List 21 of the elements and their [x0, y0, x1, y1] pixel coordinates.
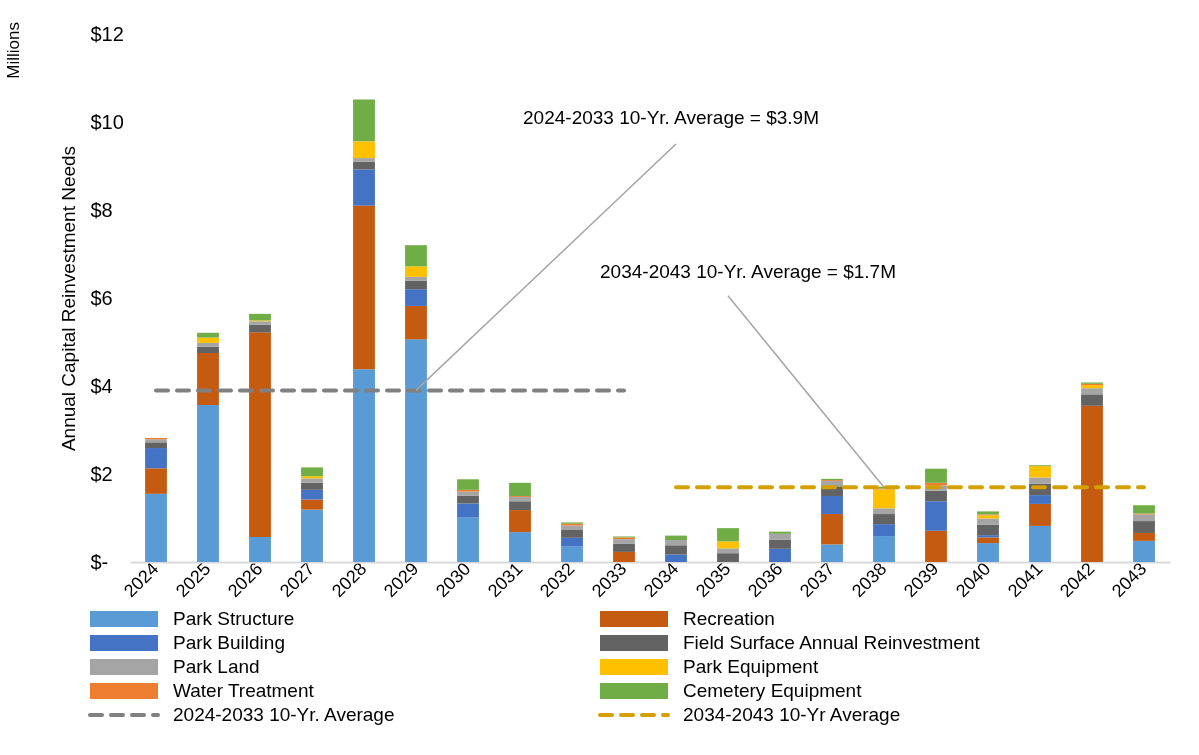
- y-tick-label: $4: [90, 374, 113, 397]
- y-axis-title: Annual Capital Reinvestment Needs: [57, 145, 79, 452]
- annotation: 2024-2033 10-Yr. Average = $3.9M: [523, 106, 819, 128]
- legend-label: Park Building: [173, 632, 285, 653]
- legend-label: 2034-2043 10-Yr Average: [683, 704, 901, 725]
- legend-label: Park Structure: [173, 608, 295, 629]
- legend-label: 2024-2033 10-Yr. Average: [173, 704, 395, 725]
- legend-label: Recreation: [683, 608, 775, 629]
- y-tick-label: $-: [90, 550, 109, 573]
- legend-label: Cemetery Equipment: [683, 680, 863, 701]
- y-tick-label: $10: [90, 110, 124, 133]
- annotation: 2034-2043 10-Yr. Average = $1.7M: [600, 260, 896, 282]
- legend-label: Park Land: [173, 656, 260, 677]
- legend-label: Water Treatment: [173, 680, 315, 701]
- y-tick-label: $8: [90, 198, 113, 221]
- y-tick-label: $6: [90, 286, 113, 309]
- y-tick-label: $12: [90, 22, 124, 45]
- legend-label: Field Surface Annual Reinvestment: [683, 632, 981, 653]
- y-tick-label: $2: [90, 462, 113, 485]
- legend-label: Park Equipment: [683, 656, 819, 677]
- text: Millions: [4, 22, 23, 79]
